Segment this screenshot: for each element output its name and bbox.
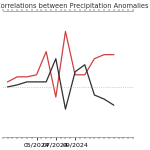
Text: Correlations between Precipitation Anomalies and ENSO Composites (40°N-40°S): Correlations between Precipitation Anoma…	[0, 3, 150, 10]
